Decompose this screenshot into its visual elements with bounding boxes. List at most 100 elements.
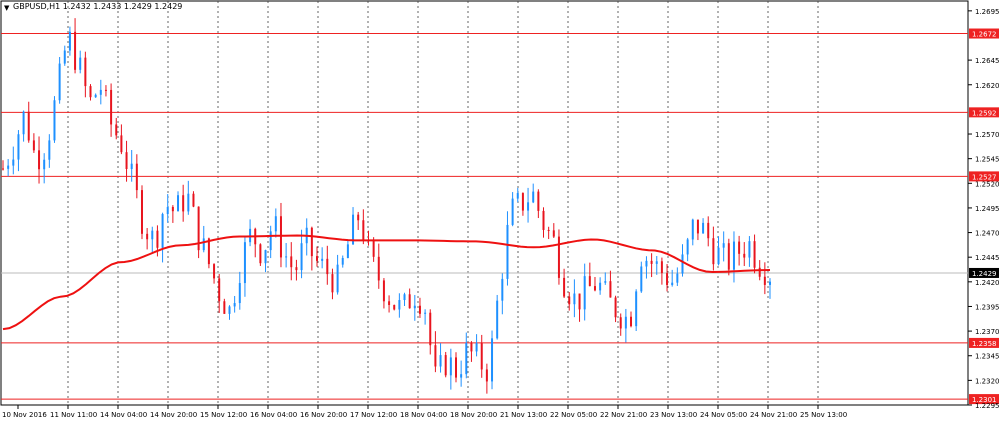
level-label: 1.2358 — [972, 340, 997, 348]
level-tag — [969, 107, 999, 118]
candle-body — [27, 111, 30, 141]
level-tag — [969, 28, 999, 39]
y-tick-label: 1.2370 — [975, 328, 1000, 336]
candle-body — [43, 159, 46, 170]
candle-body — [568, 296, 571, 305]
candle-body — [182, 195, 185, 212]
y-tick-label: 1.2495 — [975, 205, 1000, 213]
candle-body — [233, 303, 236, 307]
x-tick-label: 15 Nov 12:00 — [200, 411, 247, 419]
candle-body — [238, 283, 241, 304]
candle-body — [732, 241, 735, 270]
candle-body — [413, 305, 416, 309]
y-tick-label: 1.2620 — [975, 82, 1000, 90]
candle-body — [146, 233, 149, 240]
candle-body — [58, 63, 61, 101]
candle-body — [434, 345, 437, 367]
candle-body — [727, 243, 730, 270]
candle-body — [753, 241, 756, 268]
level-tag — [969, 171, 999, 182]
candle-body — [321, 258, 324, 261]
candle-body — [583, 276, 586, 310]
candle-body — [79, 57, 82, 70]
candle-body — [135, 163, 138, 191]
candle-body — [619, 317, 622, 329]
x-tick-label: 18 Nov 20:00 — [450, 411, 497, 419]
candle-body — [743, 253, 746, 258]
candle-body — [192, 193, 195, 207]
candle-body — [717, 247, 720, 265]
candle-body — [243, 242, 246, 284]
candle-body — [691, 219, 694, 240]
candle-body — [207, 238, 210, 265]
candle-body — [84, 57, 87, 87]
time-axis: 10 Nov 2016 11 Nov 11:00 14 Nov 04:00 14 No… — [2, 405, 847, 419]
candle-body — [166, 206, 169, 215]
candle-body — [53, 100, 56, 141]
y-tick-label: 1.2520 — [975, 180, 1000, 188]
candle-body — [326, 258, 329, 275]
level-label: 1.2301 — [972, 396, 997, 404]
candle-body — [300, 243, 303, 271]
candle-body — [295, 267, 298, 271]
candle-body — [393, 304, 396, 310]
candle-body — [418, 305, 421, 314]
y-tick-label: 1.2420 — [975, 279, 1000, 287]
moving-average-layer — [2, 234, 771, 331]
candle-body — [362, 220, 365, 240]
candle-body — [547, 229, 550, 231]
candle-body — [702, 222, 705, 234]
candle-body — [769, 281, 771, 285]
x-tick-label: 22 Nov 05:00 — [550, 411, 597, 419]
candle-body — [74, 31, 77, 70]
candle-body — [666, 273, 669, 286]
candle-body — [228, 306, 231, 314]
x-tick-label: 10 Nov 2016 — [2, 411, 47, 419]
x-tick-label: 24 Nov 21:00 — [750, 411, 797, 419]
candle-body — [722, 243, 725, 248]
current-price-tag — [969, 267, 999, 278]
candle-body — [686, 239, 689, 255]
x-tick-label: 16 Nov 04:00 — [250, 411, 297, 419]
candle-body — [506, 224, 509, 279]
candle-body — [382, 280, 385, 302]
candle-body — [614, 297, 617, 318]
candle-body — [635, 291, 638, 327]
candle-body — [130, 163, 133, 169]
candle-body — [408, 294, 411, 309]
candle-body — [341, 258, 344, 265]
candle-body — [542, 210, 545, 230]
candle-body — [218, 278, 221, 302]
candle-body — [264, 250, 267, 264]
candle-body — [377, 256, 380, 281]
candle-body — [645, 260, 648, 267]
candle-body — [120, 135, 123, 153]
candle-body — [38, 150, 41, 170]
candle-body — [140, 190, 143, 234]
candle-body — [604, 281, 607, 283]
grid — [67, 1, 819, 405]
level-tag — [969, 337, 999, 348]
triangle-down-icon[interactable]: ▼ — [4, 4, 10, 12]
candle-body — [22, 111, 25, 135]
level-tag — [969, 394, 999, 405]
candle-body — [68, 31, 71, 51]
candle-body — [532, 191, 535, 203]
candle-body — [156, 230, 159, 248]
candle-body — [465, 343, 468, 375]
candle-body — [738, 241, 741, 254]
candle-body — [660, 261, 663, 274]
candle-body — [424, 312, 427, 314]
candle-body — [573, 293, 576, 305]
plot-area[interactable] — [0, 0, 969, 406]
candle-body — [357, 214, 360, 221]
candle-body — [758, 267, 761, 277]
candle-body — [650, 260, 653, 264]
candle-body — [94, 94, 97, 98]
candle-body — [346, 244, 349, 259]
candle-body — [274, 216, 277, 232]
candle-body — [110, 89, 113, 125]
candle-body — [403, 294, 406, 301]
